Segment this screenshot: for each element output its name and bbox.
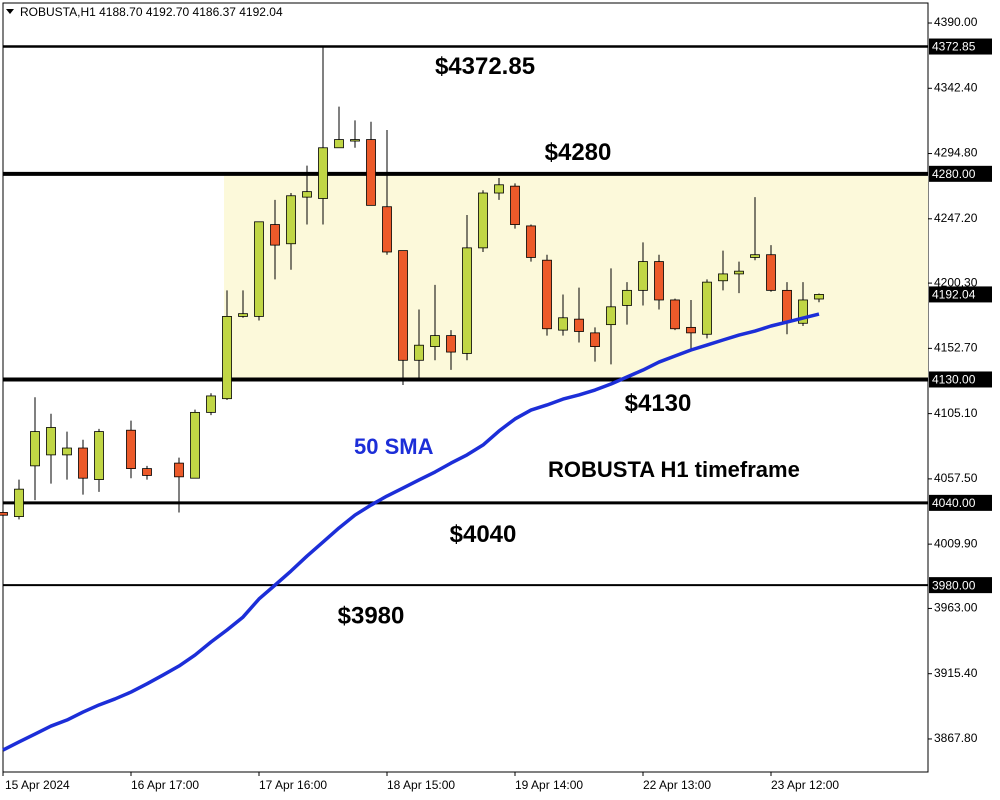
level-annotation: $4372.85: [435, 53, 535, 80]
candle-body: [222, 316, 232, 400]
y-tick-label: 3867.80: [934, 731, 978, 745]
candle-body: [430, 335, 440, 347]
y-tick-label: 3963.00: [934, 601, 978, 615]
level-price-label: 4040.00: [932, 496, 976, 510]
level-price-box: [929, 371, 992, 388]
level-price-label: 4372.85: [932, 40, 976, 54]
level-price-box: [929, 165, 992, 182]
candle-body: [94, 431, 104, 480]
level-price-box: [929, 494, 992, 511]
candle-body: [350, 139, 360, 142]
x-tick-label: 18 Apr 15:00: [387, 778, 455, 792]
candle-body: [478, 192, 488, 249]
level-price-box: [929, 577, 992, 594]
candle-body: [446, 335, 456, 353]
y-tick-label: 4390.00: [934, 15, 978, 29]
candle-body: [622, 289, 632, 306]
last-price-box: [929, 286, 992, 303]
candle-body: [814, 294, 824, 300]
candle-body: [14, 488, 24, 517]
candle-body: [686, 326, 696, 334]
candle-body: [574, 318, 584, 332]
level-price-label: 4280.00: [932, 167, 976, 181]
candle-body: [78, 447, 88, 479]
y-tick-label: 4247.20: [934, 211, 978, 225]
candle-body: [46, 427, 56, 456]
candle-body: [414, 344, 424, 361]
level-price-label: 4130.00: [932, 373, 976, 387]
candle-body: [494, 184, 504, 194]
candle-body: [382, 206, 392, 253]
candle-body: [462, 247, 472, 354]
candle-body: [126, 429, 136, 469]
y-tick-label: 3915.40: [934, 666, 978, 680]
candle-body: [286, 195, 296, 245]
candle-body: [206, 395, 216, 413]
candle-body: [254, 221, 264, 317]
candle-body: [190, 411, 200, 479]
candle-body: [302, 191, 312, 198]
candle-body: [782, 289, 792, 323]
x-tick-label: 15 Apr 2024: [5, 778, 70, 792]
candle-body: [334, 139, 344, 149]
level-annotation: $4130: [625, 390, 692, 417]
candle-body: [702, 281, 712, 335]
level-annotation: $3980: [338, 602, 405, 629]
y-tick-label: 4057.50: [934, 471, 978, 485]
candle-body: [142, 468, 152, 476]
candle-body: [318, 147, 328, 199]
candle-body: [590, 332, 600, 347]
candle-body: [750, 254, 760, 258]
y-tick-label: 4009.90: [934, 536, 978, 550]
level-price-box: [929, 38, 992, 55]
candle-body: [606, 306, 616, 326]
range-zone: [224, 173, 928, 380]
y-tick-label: 4342.40: [934, 80, 978, 94]
menu-arrow: [6, 9, 14, 14]
candle-body: [766, 254, 776, 291]
candle-body: [270, 224, 280, 246]
candle-body: [526, 225, 536, 258]
level-price-label: 3980.00: [932, 578, 976, 592]
x-tick-label: 23 Apr 12:00: [771, 778, 839, 792]
plot-frame: [2, 2, 929, 773]
candle-body: [542, 259, 552, 330]
candle-body: [174, 462, 184, 478]
last-price-label: 4192.04: [932, 288, 976, 302]
candle-body: [798, 299, 808, 324]
y-tick-label: 4200.30: [934, 275, 978, 289]
sma-label: 50 SMA: [354, 434, 434, 459]
candle-body: [734, 270, 744, 275]
level-annotation: $4280: [545, 139, 612, 166]
y-tick-label: 4294.80: [934, 146, 978, 160]
candle-body: [510, 185, 520, 225]
x-tick-label: 19 Apr 14:00: [515, 778, 583, 792]
symbol-header: ROBUSTA,H1 4188.70 4192.70 4186.37 4192.…: [20, 5, 283, 19]
y-tick-label: 4152.70: [934, 341, 978, 355]
candle-body: [0, 512, 8, 516]
candle-body: [366, 139, 376, 206]
candle-body: [62, 447, 72, 456]
candle-body: [718, 273, 728, 282]
candle-body: [638, 261, 648, 291]
x-tick-label: 22 Apr 13:00: [643, 778, 711, 792]
x-tick-label: 16 Apr 17:00: [131, 778, 199, 792]
timeframe-note: ROBUSTA H1 timeframe: [548, 457, 800, 482]
y-tick-label: 4105.10: [934, 406, 978, 420]
sma-line: [2, 312, 820, 752]
candle-body: [670, 299, 680, 330]
level-annotation: $4040: [450, 521, 517, 548]
x-tick-label: 17 Apr 16:00: [259, 778, 327, 792]
candle-body: [654, 261, 664, 301]
candle-body: [398, 250, 408, 361]
candle-body: [558, 317, 568, 331]
candle-body: [238, 313, 248, 317]
candle-body: [30, 431, 40, 467]
